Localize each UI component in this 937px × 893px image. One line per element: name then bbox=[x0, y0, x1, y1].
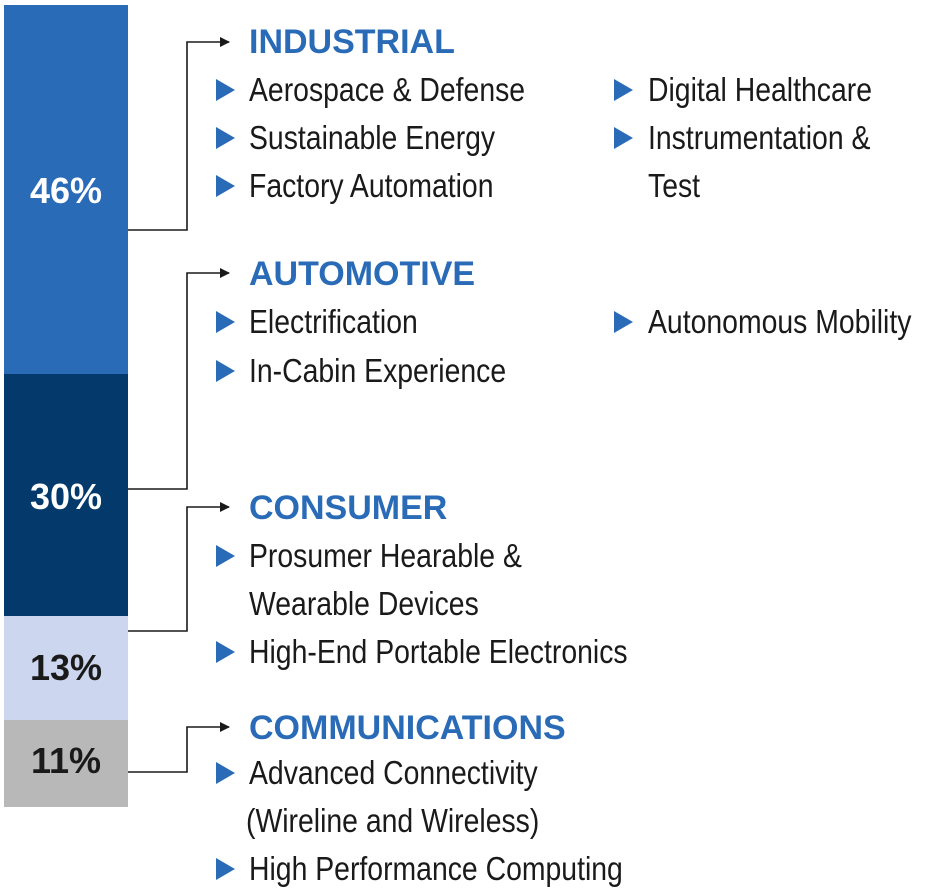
list-item: (Wireline and Wireless) bbox=[246, 802, 540, 839]
bullet-icon bbox=[614, 311, 633, 333]
list-item: Advanced Connectivity bbox=[249, 754, 538, 791]
bullet-icon bbox=[216, 311, 235, 333]
category-title-automotive: AUTOMOTIVE bbox=[249, 255, 476, 293]
segment-consumer-label: 13% bbox=[29, 647, 103, 688]
list-item: Instrumentation & bbox=[648, 119, 871, 156]
bullet-icon bbox=[216, 858, 235, 880]
bullet-icon bbox=[216, 175, 235, 197]
connector-industrial bbox=[128, 37, 230, 231]
list-item: Autonomous Mobility bbox=[648, 303, 912, 340]
list-item: High-End Portable Electronics bbox=[249, 633, 628, 670]
segment-automotive-label: 30% bbox=[29, 476, 103, 517]
segment-industrial bbox=[4, 5, 128, 374]
connector-consumer bbox=[128, 502, 230, 632]
segment-communications-label: 11% bbox=[30, 740, 102, 781]
bullet-icon bbox=[614, 127, 633, 149]
connector-communications bbox=[128, 722, 230, 773]
list-item: High Performance Computing bbox=[249, 850, 623, 887]
bullet-icon bbox=[216, 545, 235, 567]
list-item: Digital Healthcare bbox=[648, 71, 873, 108]
segment-communications bbox=[4, 720, 128, 807]
list-item: Test bbox=[648, 167, 701, 204]
segment-consumer bbox=[4, 616, 128, 720]
bullet-icon bbox=[216, 127, 235, 149]
segment-automotive bbox=[4, 374, 128, 616]
bullet-icon bbox=[216, 79, 235, 101]
category-title-consumer: CONSUMER bbox=[249, 489, 448, 527]
list-item: In-Cabin Experience bbox=[249, 352, 507, 389]
bullet-icon bbox=[216, 641, 235, 663]
category-title-industrial: INDUSTRIAL bbox=[249, 23, 455, 61]
list-item: Aerospace & Defense bbox=[249, 71, 526, 108]
list-item: Factory Automation bbox=[249, 167, 494, 204]
list-item: Prosumer Hearable & bbox=[249, 537, 522, 574]
bullet-icon bbox=[216, 762, 235, 784]
list-item: Wearable Devices bbox=[249, 585, 479, 622]
bullet-icon bbox=[614, 79, 633, 101]
list-item: Sustainable Energy bbox=[249, 119, 496, 156]
bullet-icon bbox=[216, 360, 235, 382]
connector-automotive bbox=[128, 268, 230, 490]
segment-industrial-label: 46% bbox=[29, 170, 103, 211]
category-title-communications: COMMUNICATIONS bbox=[249, 709, 566, 747]
list-item: Electrification bbox=[249, 303, 418, 340]
